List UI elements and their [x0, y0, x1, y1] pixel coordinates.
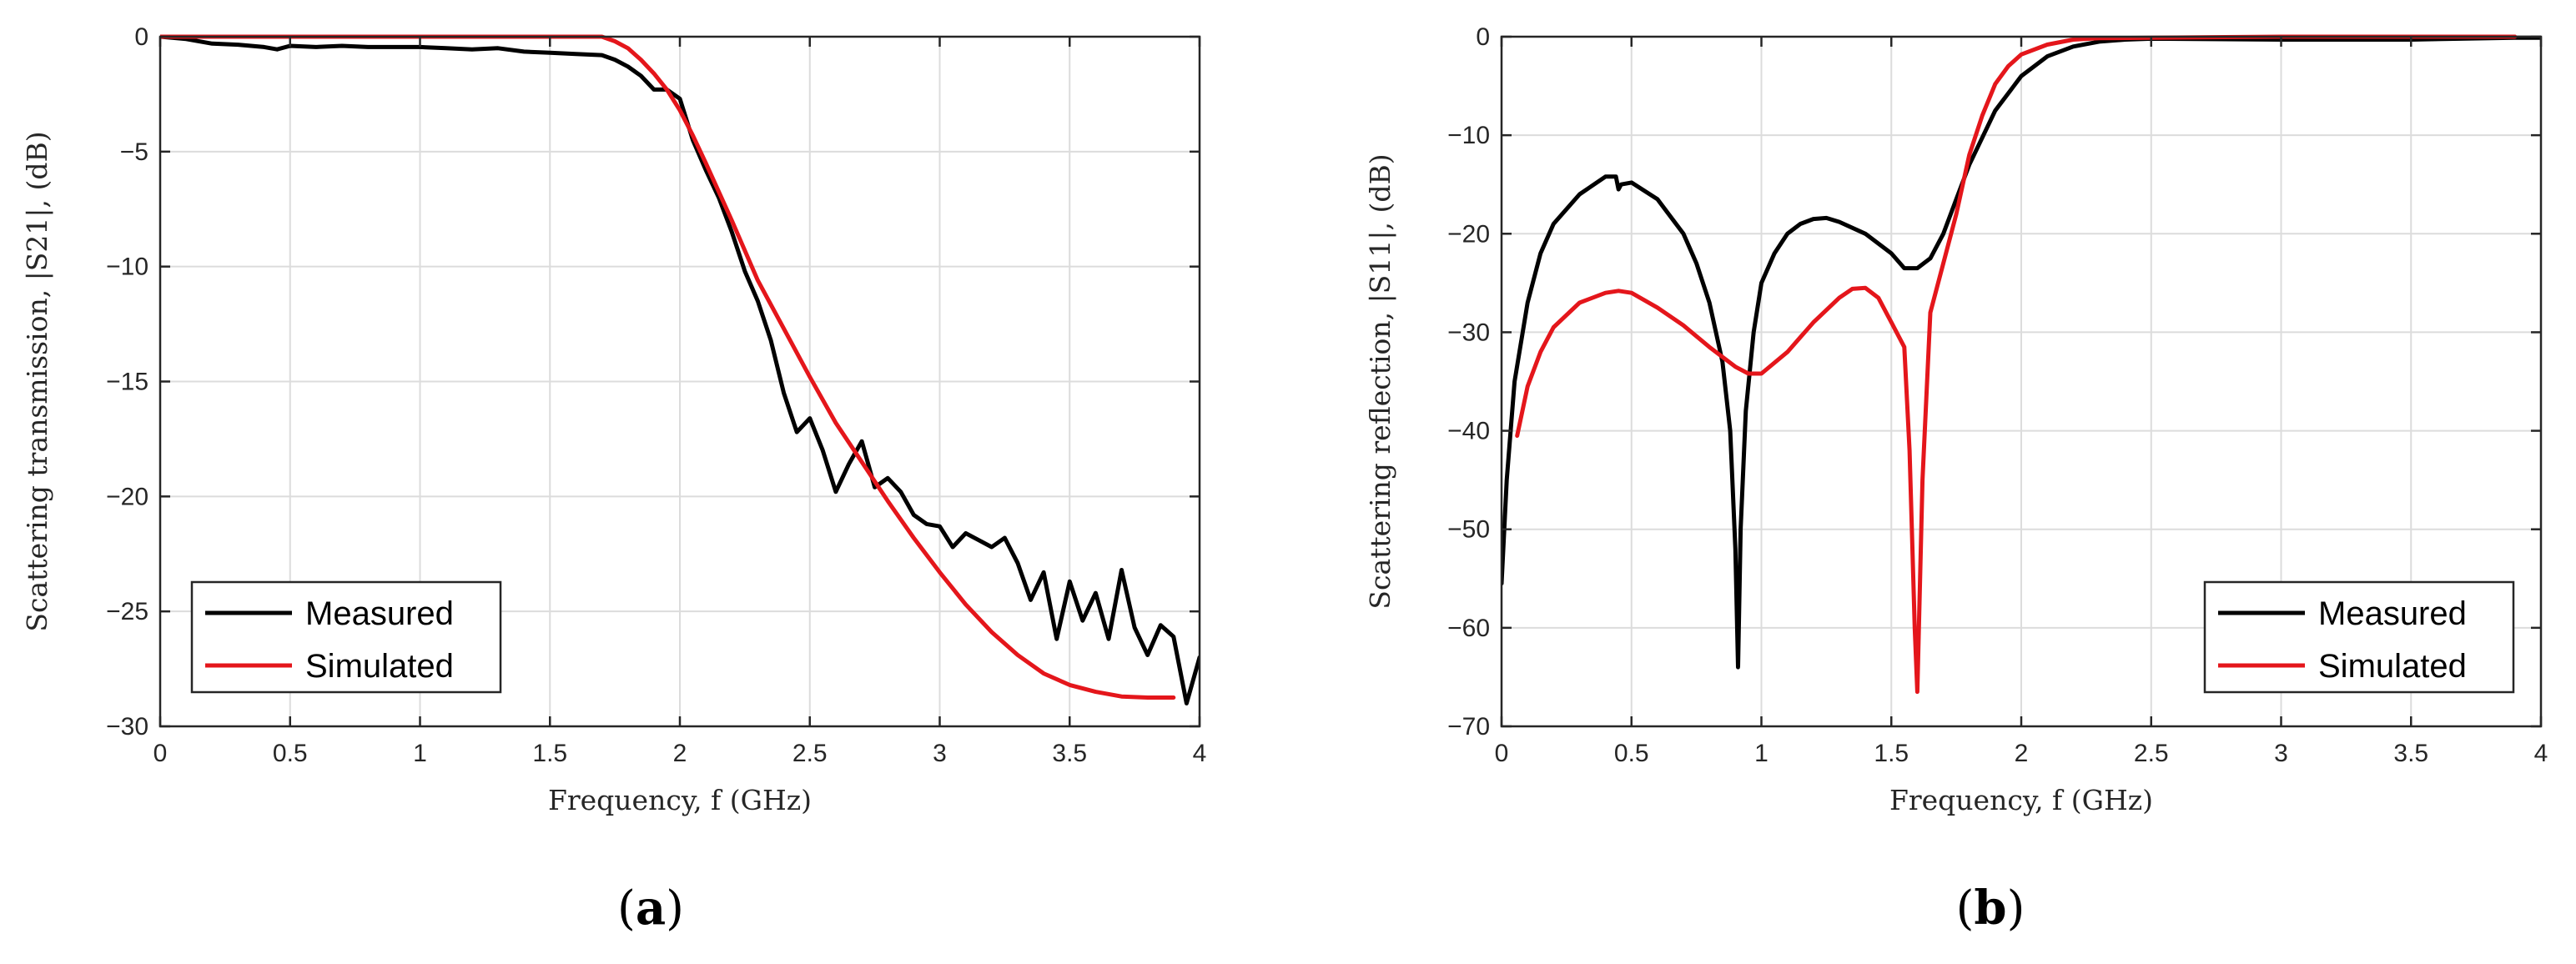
series-line-simulated [1515, 34, 2518, 695]
y-tick-label: −20 [106, 483, 148, 510]
y-tick-label: −40 [1447, 418, 1490, 445]
x-tick-label: 4 [1193, 740, 1207, 767]
x-tick-label: 2.5 [2134, 740, 2169, 767]
y-tick-label: −5 [120, 138, 148, 166]
legend-label: Measured [2318, 595, 2467, 632]
caption-close-paren: ) [2007, 881, 2025, 936]
x-tick-label: 1 [1754, 740, 1768, 767]
x-tick-label: 0.5 [1614, 740, 1649, 767]
legend-label: Simulated [2318, 648, 2467, 685]
y-tick-label: −10 [106, 254, 148, 281]
y-tick-label: −50 [1447, 516, 1490, 544]
series-line-simulated [160, 34, 1176, 700]
x-tick-label: 0 [1495, 740, 1509, 767]
x-tick-label: 1.5 [532, 740, 567, 767]
caption-close-paren: ) [666, 881, 684, 936]
x-tick-label: 4 [2534, 740, 2548, 767]
y-tick-label: −20 [1447, 220, 1490, 248]
legend-label: Measured [305, 595, 454, 632]
caption-open-paren: ( [617, 881, 636, 936]
x-tick-label: 2.5 [792, 740, 828, 767]
legend-box [190, 580, 502, 694]
panel-b: 0 0.5 1 1.5 2 2.5 3 3.5 4 −70 −60 −50 −40 −30 −20 −10 0 F… [1364, 23, 2548, 936]
y-tick-label: −60 [1447, 615, 1490, 642]
series-line-measured [1502, 35, 2541, 670]
x-tick-label: 0.5 [273, 740, 308, 767]
series-line-measured [160, 34, 1200, 705]
caption-open-paren: ( [1956, 881, 1975, 936]
x-tick-label: 3 [933, 740, 947, 767]
x-tick-label: 3.5 [2393, 740, 2428, 767]
legend-box [2203, 580, 2515, 694]
x-tick-label: 2 [673, 740, 687, 767]
y-tick-label: −70 [1447, 713, 1490, 741]
y-tick-label: 0 [134, 23, 148, 51]
panel-a: 0 0.5 1 1.5 2 2.5 3 3.5 4 −30 −25 −20 −15 −10 −5 0 Frequ… [21, 23, 1206, 936]
y-tick-label: 0 [1476, 23, 1490, 51]
x-tick-label: 1 [413, 740, 427, 767]
y-tick-label: −15 [106, 369, 148, 396]
caption-letter: b [1974, 881, 2006, 936]
legend: Measured Simulated [2203, 580, 2515, 694]
y-tick-label: −30 [1447, 319, 1490, 346]
x-tick-label: 3.5 [1052, 740, 1087, 767]
y-tick-label: −25 [106, 598, 148, 625]
panel-caption: (b) [1956, 881, 2025, 936]
x-tick-label: 2 [2015, 740, 2029, 767]
legend-label: Simulated [305, 648, 454, 685]
legend: Measured Simulated [190, 580, 502, 694]
caption-letter: a [636, 881, 666, 936]
x-axis-label: Frequency, f (GHz) [548, 784, 812, 816]
x-tick-label: 3 [2274, 740, 2288, 767]
y-axis-label: Scattering reflection, |S11|, (dB) [1364, 153, 1396, 609]
panel-caption: (a) [617, 881, 684, 936]
y-tick-label: −10 [1447, 122, 1490, 149]
x-tick-label: 1.5 [1874, 740, 1909, 767]
y-axis-label: Scattering transmission, |S21|, (dB) [21, 131, 53, 631]
y-tick-label: −30 [106, 713, 148, 741]
x-axis-label: Frequency, f (GHz) [1889, 784, 2153, 816]
x-tick-label: 0 [153, 740, 168, 767]
